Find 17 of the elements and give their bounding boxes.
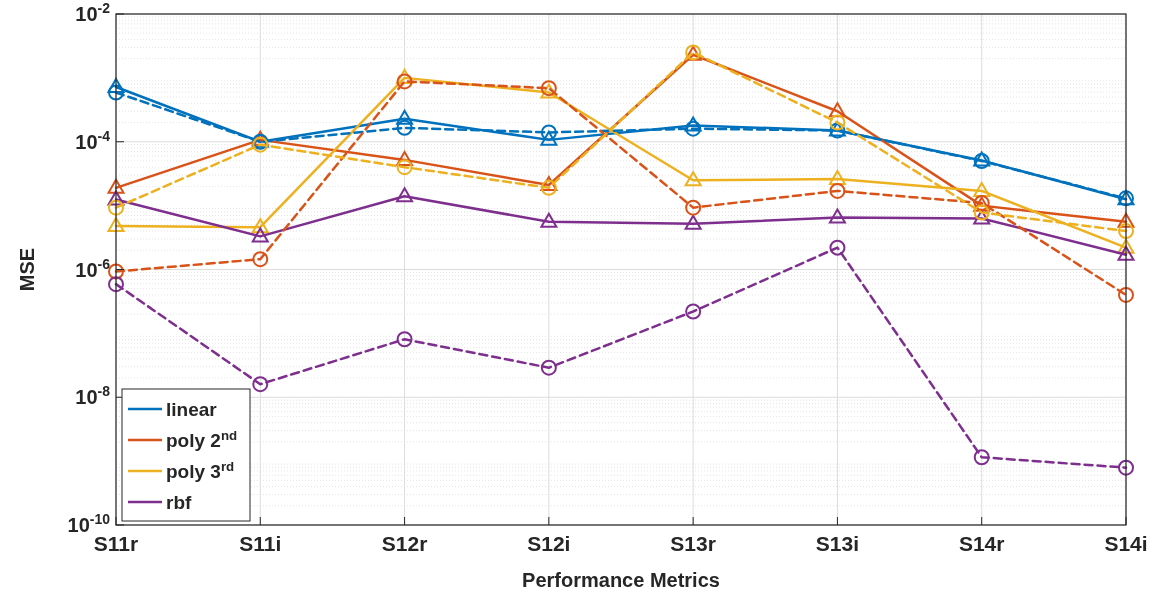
x-axis-title: Performance Metrics [522, 569, 720, 591]
y-tick-label: 10$^{-6}$ [75, 255, 111, 281]
x-tick-label: S12r [381, 532, 428, 555]
x-tick-label: S13r [670, 532, 716, 555]
x-tick-label: S12i [527, 532, 571, 555]
y-tick-label: 10$^{-8}$ [75, 383, 111, 409]
y-tick-label: 10$^{-2}$ [75, 0, 111, 25]
legend-label: linear [166, 398, 218, 420]
x-tick-label: S13i [815, 532, 860, 555]
legend-label: poly 3$^{rd}$ [166, 458, 235, 482]
x-tick-label: S11i [239, 532, 282, 555]
x-tick-label: S14i [1104, 532, 1148, 555]
legend-label: rbf [166, 491, 192, 513]
legend-label: poly 2$^{nd}$ [166, 427, 238, 451]
x-tick-label: S14r [958, 532, 1005, 555]
y-tick-label: 10$^{-4}$ [75, 127, 111, 153]
y-axis-title: MSE [16, 247, 38, 292]
